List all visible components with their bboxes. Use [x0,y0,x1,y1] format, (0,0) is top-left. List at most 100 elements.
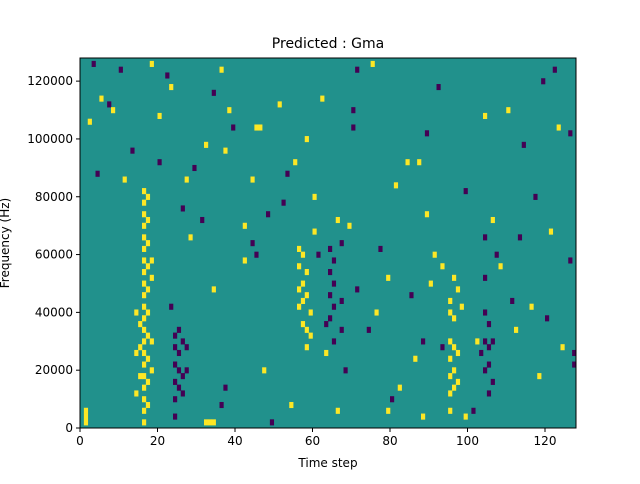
x-tick-label: 0 [76,434,84,448]
heatmap-cell-low [421,338,426,345]
heatmap-cell-high [142,211,147,218]
heatmap-cell-high [262,367,267,374]
heatmap-cell-low [184,344,189,351]
heatmap-cell-high [308,309,313,316]
heatmap-cell-high [452,384,457,391]
heatmap-cell-high [448,297,453,304]
heatmap-cell-high [142,384,147,391]
heatmap-cell-low [572,349,577,357]
heatmap-cell-high [142,338,147,345]
heatmap-cell-high [254,124,259,131]
heatmap-cell-low [118,66,123,73]
heatmap-cell-high [370,60,375,67]
heatmap-cell-low [281,199,286,206]
heatmap-cell-high [297,286,302,293]
heatmap-cell-high [448,338,453,345]
heatmap-cell-low [173,361,178,368]
heatmap-cell-high [300,251,306,258]
heatmap-cell-low [486,390,492,397]
heatmap-cell-high [99,95,104,102]
heatmap-cell-high [169,84,174,91]
heatmap-cell-low [184,367,189,374]
heatmap-cell-high [548,228,554,235]
heatmap-cell-low [176,326,182,333]
y-tick-label: 40000 [35,305,73,319]
heatmap-cell-high [188,234,193,241]
heatmap-cell-high [304,292,309,299]
heatmap-cell-high [211,419,216,426]
heatmap-cell-high [514,326,519,333]
heatmap-cell-high [134,390,139,397]
heatmap-cell-low [331,338,337,345]
heatmap-cell-low [219,401,224,409]
heatmap-cell-high [308,332,313,339]
heatmap-cell-high [498,263,503,270]
heatmap-cell-low [521,141,526,148]
x-tick-label: 20 [150,434,165,448]
heatmap-cell-low [483,338,488,345]
heatmap-cell-low [285,170,290,177]
heatmap-cell-high [204,141,209,148]
heatmap-cell-low [324,321,329,328]
heatmap-cell-high [219,66,224,73]
heatmap-cell-high [455,349,461,357]
heatmap-cell-high [250,176,255,183]
heatmap-cell-low [494,251,499,258]
heatmap-cell-high [405,159,410,166]
heatmap-cell-high [393,182,399,189]
heatmap-cell-high [138,321,143,328]
heatmap-cell-low [552,66,557,73]
heatmap-cell-low [180,390,185,397]
heatmap-cell-high [463,413,468,420]
heatmap-cell-high [204,419,209,426]
heatmap-cell-low [130,147,135,154]
x-tick-label: 120 [534,434,557,448]
x-tick-label: 40 [227,434,242,448]
heatmap-cell-high [289,401,294,409]
heatmap-cell-high [459,303,464,310]
y-tick-label: 20000 [35,363,73,377]
heatmap-cell-high [490,216,495,224]
heatmap-cell-low [479,349,484,357]
heatmap-cell-high [111,107,116,114]
heatmap-cell-low [339,240,344,247]
heatmap-cell-high [184,176,189,183]
heatmap-cell-high [556,124,561,131]
heatmap-cell-high [142,234,147,241]
heatmap-cell-low [331,280,337,287]
heatmap-cell-low [328,292,333,299]
heatmap-cell-low [173,378,178,385]
heatmap-cell-low [192,164,197,172]
y-tick-label: 120000 [27,74,73,88]
heatmap-cell-low [180,338,185,345]
heatmap-cell-low [490,338,495,345]
heatmap-cell-high [297,245,302,252]
heatmap-cell-high [223,147,228,154]
heatmap-cell-high [560,344,565,351]
heatmap-cell-high [145,355,151,362]
heatmap-cell-high [475,338,480,345]
heatmap-cell-high [386,274,391,281]
heatmap-cell-low [424,130,430,137]
heatmap-cell-high [428,280,433,287]
heatmap-cell-low [568,130,573,137]
y-axis: 0 20000 40000 60000 80000 100000 120000 [27,74,80,435]
y-tick-label: 100000 [27,132,73,146]
heatmap-cell-low [328,315,333,322]
heatmap-cell-high [149,367,154,374]
chart-title: Predicted : Gma [272,36,384,52]
heatmap-cell-high [145,193,151,200]
y-axis-label: Frequency (Hz) [0,198,12,289]
heatmap-cell-high [455,286,461,293]
heatmap-cell-high [506,107,511,114]
heatmap-cell-low [483,274,488,281]
heatmap-cell-high [452,367,457,374]
y-tick-label: 80000 [35,190,73,204]
heatmap-cell-high [149,274,154,281]
heatmap-cell-high [374,309,379,316]
heatmap-cell-low [483,367,488,374]
heatmap-cell-high [142,245,147,252]
heatmap-cell-high [452,315,457,322]
heatmap-cell-low [572,361,577,368]
heatmap-cell-high [424,211,430,218]
